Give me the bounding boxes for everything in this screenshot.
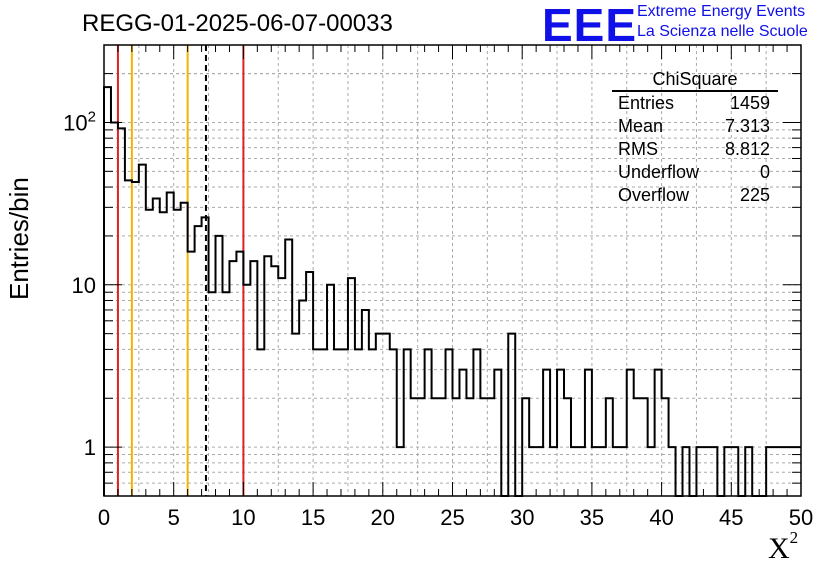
y-tick-label: 102: [63, 108, 96, 135]
axis-ticks: [103, 44, 802, 497]
stats-box: ChiSquare Entries 1459 Mean 7.313 RMS 8.812…: [612, 68, 778, 207]
x-tick-label: 15: [301, 505, 325, 530]
reference-lines: [116, 45, 245, 496]
x-axis-label: X2: [768, 528, 798, 566]
y-tick-label: 10: [72, 273, 96, 298]
stats-row-mean: Mean 7.313: [612, 115, 778, 138]
stats-value: 8.812: [724, 139, 770, 159]
eee-logo-mark: EEE: [542, 0, 638, 51]
stats-label: Overflow: [618, 185, 690, 205]
x-tick-label: 45: [719, 505, 743, 530]
x-tick-label: 10: [231, 505, 255, 530]
stats-label: Mean: [618, 116, 664, 136]
tick-labels: 0 5 10 15 20 25 30 35 40 45 50 1 10 102: [63, 108, 813, 530]
histogram-outline: [103, 86, 801, 497]
stats-value: 7.313: [724, 116, 770, 136]
x-axis-label-superscript: 2: [789, 528, 799, 547]
stats-label: Underflow: [618, 162, 700, 182]
y-axis-label: Entries/bin: [4, 177, 34, 300]
logo-text-line2: La Scienza nelle Scuole: [637, 23, 808, 40]
stats-row-rms: RMS 8.812: [612, 138, 778, 161]
x-tick-label: 25: [440, 505, 464, 530]
x-axis-label-base: X: [768, 532, 790, 565]
x-tick-label: 0: [98, 505, 110, 530]
logo-text-line1: Extreme Energy Events: [637, 3, 806, 20]
stats-label: RMS: [618, 139, 658, 159]
x-tick-label: 5: [168, 505, 180, 530]
x-tick-label: 20: [371, 505, 395, 530]
y-tick-label: 1: [84, 435, 96, 460]
stats-value: 0: [759, 162, 770, 182]
stats-row-underflow: Underflow 0: [612, 161, 778, 184]
stats-label: Entries: [618, 93, 675, 113]
stats-value: 1459: [729, 93, 770, 113]
x-tick-label: 35: [580, 505, 604, 530]
stats-title: ChiSquare: [612, 68, 778, 92]
stats-row-entries: Entries 1459: [612, 92, 778, 115]
stats-row-overflow: Overflow 225: [612, 184, 778, 207]
x-tick-label: 50: [789, 505, 813, 530]
chart-title: REGG-01-2025-06-07-00033: [82, 10, 393, 37]
x-tick-label: 40: [649, 505, 673, 530]
stats-value: 225: [739, 185, 770, 205]
x-tick-label: 30: [510, 505, 534, 530]
